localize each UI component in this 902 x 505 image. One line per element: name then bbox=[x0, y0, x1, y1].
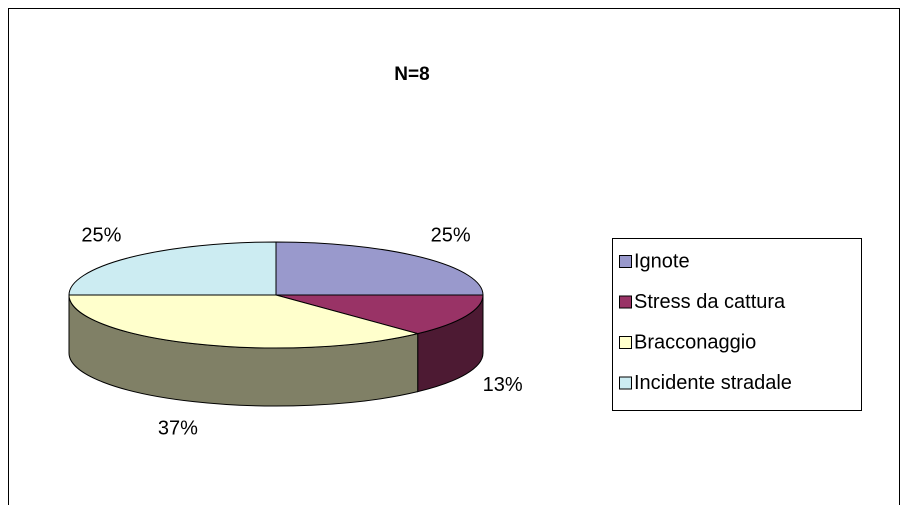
legend-box bbox=[612, 238, 862, 411]
legend-swatch bbox=[619, 295, 632, 309]
legend-label: Ignote bbox=[634, 250, 690, 272]
legend-label: Incidente stradale bbox=[634, 372, 792, 394]
legend-swatch bbox=[619, 255, 632, 268]
legend-label: Stress da cattura bbox=[634, 291, 786, 313]
data-label: 37% bbox=[158, 417, 198, 439]
data-label: 13% bbox=[483, 374, 523, 396]
pie-slice bbox=[68, 294, 418, 349]
legend-swatch bbox=[619, 376, 632, 390]
data-label: 25% bbox=[81, 225, 121, 247]
chart-title: N=8 bbox=[394, 64, 429, 85]
pie-slice bbox=[275, 241, 484, 296]
legend-label: Bracconaggio bbox=[634, 331, 756, 353]
legend-swatch bbox=[619, 336, 632, 349]
data-label: 25% bbox=[431, 225, 471, 247]
chart-frame bbox=[8, 8, 900, 505]
pie-slice bbox=[275, 294, 484, 335]
pie-slice bbox=[68, 241, 277, 296]
